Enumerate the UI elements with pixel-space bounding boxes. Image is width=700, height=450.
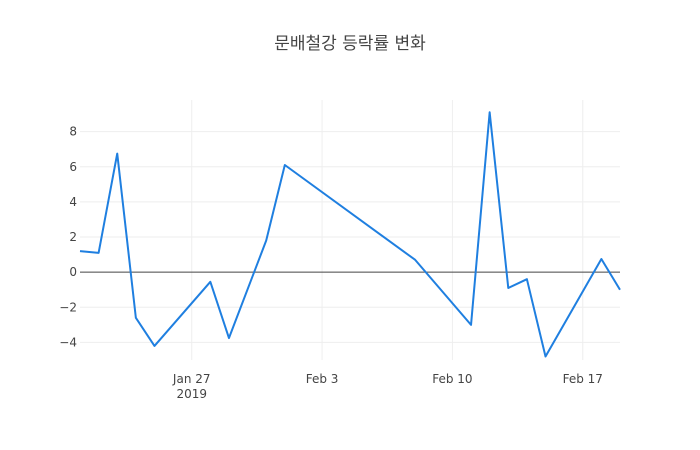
y-tick-label: −4 [59,335,77,349]
y-tick-label: 4 [69,195,77,209]
x-tick-label: Feb 10 [432,372,472,386]
x-tick-label: Feb 3 [306,372,339,386]
y-tick-label: −2 [59,300,77,314]
chart-title: 문배철강 등락률 변화 [274,34,426,54]
y-tick-label: 2 [69,230,77,244]
y-tick-label: 0 [69,265,77,279]
x-tick-label: Jan 27 2019 [172,372,211,401]
x-tick-label: Feb 17 [563,372,603,386]
line-series [79,111,621,358]
y-tick-label: 6 [69,160,77,174]
y-tick-label: 8 [69,125,77,139]
